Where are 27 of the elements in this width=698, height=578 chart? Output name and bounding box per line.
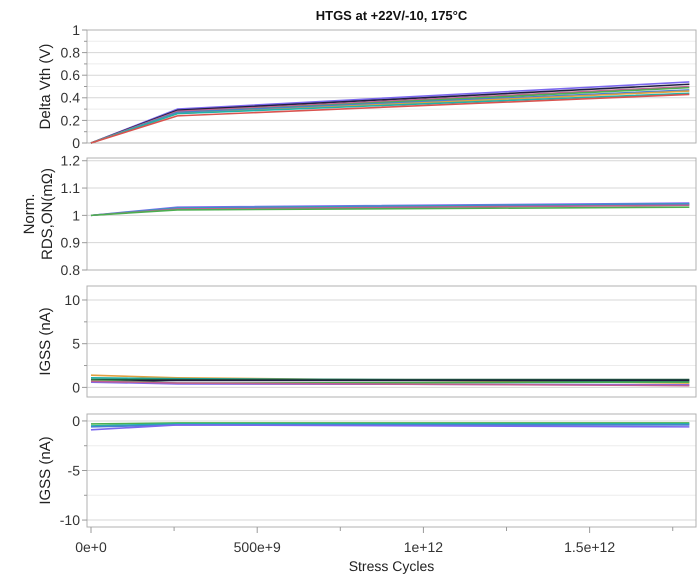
- y-tick-label: 0.9: [60, 234, 80, 251]
- y-axis-title: IGSS (nA): [37, 307, 54, 376]
- y-tick-label: -5: [68, 462, 80, 478]
- y-tick-label: 5: [72, 336, 80, 352]
- y-axis-title: Norm. RDS,ON(mΩ): [21, 168, 56, 260]
- x-tick-label: 1e+12: [404, 539, 444, 555]
- x-tick-label: 0e+0: [75, 539, 107, 555]
- y-tick-label: -10: [60, 512, 80, 528]
- y-tick-label: 1.2: [60, 152, 80, 169]
- y-tick-label: 0.8: [60, 44, 80, 60]
- y-axis-title: Delta Vth (V): [37, 44, 54, 130]
- y-tick-label: 1.1: [60, 180, 80, 196]
- y-tick-label: 0.2: [60, 112, 80, 128]
- x-tick-label: 1.5e+12: [564, 539, 616, 555]
- y-tick-label: 0.6: [60, 67, 80, 84]
- y-tick-label: 0.8: [60, 262, 80, 278]
- y-tick-label: 0: [72, 134, 80, 151]
- chart-title: HTGS at +22V/-10, 175°C: [316, 8, 468, 23]
- y-tick-label: 10: [64, 292, 80, 308]
- y-tick-label: 0.4: [60, 90, 80, 106]
- x-axis-title: Stress Cycles: [348, 558, 434, 574]
- y-tick-label: 0: [72, 412, 80, 429]
- y-tick-label: 1: [72, 207, 80, 224]
- y-tick-label: 1: [72, 22, 80, 38]
- y-axis-title: IGSS (nA): [37, 436, 54, 505]
- y-tick-label: 0: [72, 379, 80, 396]
- x-tick-label: 500e+9: [234, 539, 281, 555]
